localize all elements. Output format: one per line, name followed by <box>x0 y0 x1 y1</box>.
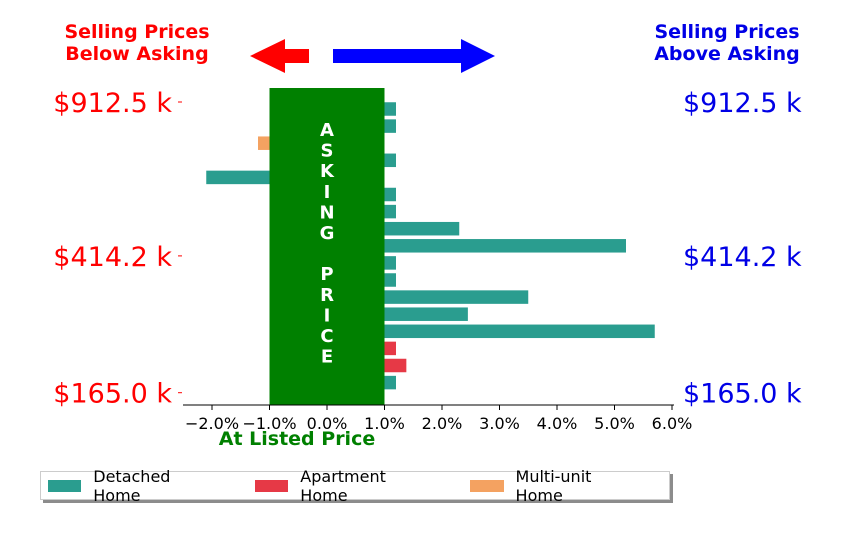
banner-letter-1: S <box>321 141 334 162</box>
x-tick-label-7: 5.0% <box>594 414 635 433</box>
below-header-line1: Selling Prices <box>64 21 209 43</box>
legend: Detached Home Apartment Home Multi-unit Ho… <box>40 467 670 505</box>
right-arrow-icon <box>333 39 495 73</box>
banner-letter-2: K <box>320 161 335 182</box>
bar-row-8 <box>327 239 626 253</box>
x-tick-label-1: −1.0% <box>242 414 296 433</box>
y-tick-left-2: $165.0 k <box>53 379 172 410</box>
banner-letter-11: E <box>321 347 333 368</box>
legend-label-1: Apartment Home <box>300 466 386 505</box>
x-tick-label-0: −2.0% <box>185 414 239 433</box>
legend-swatch-2 <box>470 479 504 492</box>
banner-letter-10: C <box>320 326 333 347</box>
legend-swatch-1 <box>255 479 289 492</box>
y-axis-left: $912.5 k $414.2 k $165.0 k <box>53 88 182 410</box>
legend-item-2: Multi-unit Home <box>470 467 641 505</box>
banner-letter-4: N <box>319 202 334 223</box>
legend-swatch-0 <box>48 479 82 492</box>
x-tick-label-4: 2.0% <box>422 414 463 433</box>
y-tick-right-2: $165.0 k <box>683 379 802 410</box>
banner-letter-8: R <box>320 285 334 306</box>
legend-item-1: Apartment Home <box>255 467 435 505</box>
x-axis: −2.0% −1.0% 0.0% 1.0% 2.0% 3.0% 4.0% 5.0% 6.0% <box>183 404 693 433</box>
x-tick-label-3: 1.0% <box>364 414 405 433</box>
legend-label-0: Detached Home <box>93 466 171 505</box>
above-header-line1: Selling Prices <box>654 21 799 43</box>
asking-price-banner <box>269 88 385 405</box>
y-tick-left-1: $414.2 k <box>53 242 172 273</box>
banner-letter-0: A <box>320 120 334 141</box>
bar-row-13 <box>327 324 655 339</box>
below-header-line2: Below Asking <box>65 43 208 65</box>
x-tick-label-5: 3.0% <box>479 414 520 433</box>
x-tick-label-2: 0.0% <box>307 414 348 433</box>
y-tick-right-1: $414.2 k <box>683 242 802 273</box>
banner-letter-5: G <box>320 223 335 244</box>
y-tick-right-0: $912.5 k <box>683 88 802 119</box>
above-header-line2: Above Asking <box>654 43 800 65</box>
banner-letter-7: P <box>320 264 333 285</box>
y-axis-right: $912.5 k $414.2 k $165.0 k <box>683 88 802 410</box>
listed-price-label: At Listed Price <box>219 428 375 450</box>
left-arrow-icon <box>250 39 309 73</box>
y-tick-left-0: $912.5 k <box>53 88 172 119</box>
banner-letter-9: I <box>324 305 331 326</box>
banner-letter-3: I <box>324 182 331 203</box>
legend-label-2: Multi-unit Home <box>515 466 592 505</box>
x-tick-label-8: 6.0% <box>652 414 693 433</box>
legend-item-0: Detached Home <box>48 467 220 505</box>
x-tick-label-6: 4.0% <box>537 414 578 433</box>
